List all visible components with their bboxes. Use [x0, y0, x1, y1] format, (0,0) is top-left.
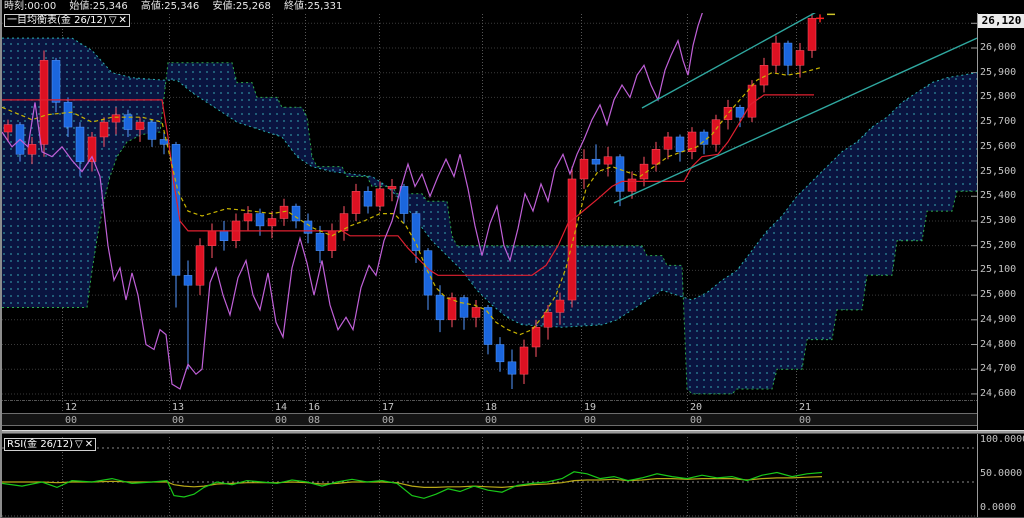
price-axis-label: 25,800: [980, 91, 1017, 103]
price-axis-label: 25,900: [980, 66, 1017, 78]
session-label: 08: [308, 415, 321, 426]
date-label: 14: [275, 402, 288, 413]
price-axis-label: 26,000: [980, 42, 1017, 53]
price-axis-label: 25,600: [980, 140, 1017, 152]
session-label: 00: [485, 415, 498, 426]
candles-layer: [3, 13, 817, 389]
close-value: 終値:25,331: [284, 1, 343, 12]
price-axis-label: 24,800: [980, 338, 1017, 350]
price-axis-label: 25,200: [980, 239, 1017, 251]
date-axis[interactable]: 12 13 14 16 17 18 19 20 21: [2, 400, 977, 413]
close-indicator-icon[interactable]: ✕: [118, 15, 127, 26]
ichimoku-cloud: [2, 37, 977, 395]
price-axis-label: 25,100: [980, 264, 1017, 276]
date-label: 19: [584, 402, 597, 413]
open-value: 始値:25,346: [69, 1, 128, 12]
collapse-indicator-icon[interactable]: ▽: [108, 15, 117, 26]
price-axis-label: 24,700: [980, 363, 1017, 375]
low-value: 安値:25,268: [212, 1, 271, 12]
rsi-chart-svg[interactable]: [2, 437, 977, 518]
high-value: 高値:25,346: [140, 1, 200, 12]
date-label: 21: [799, 402, 812, 413]
rsi-axis-label: 0.0000: [980, 502, 1017, 513]
last-price-marker: [816, 13, 835, 23]
indicator-lines: [2, 5, 821, 390]
date-label: 12: [65, 402, 78, 413]
price-axis-label: 24,600: [980, 387, 1017, 399]
indicator-name: 一目均衡表(金 26/12): [7, 15, 107, 26]
panel-splitter[interactable]: [2, 430, 1024, 434]
date-label: 20: [690, 402, 703, 413]
date-label: 13: [172, 402, 185, 413]
session-label: 00: [275, 415, 288, 426]
date-label: 16: [308, 402, 321, 413]
session-label: 00: [584, 415, 597, 426]
trend-channel[interactable]: [613, 0, 977, 204]
price-axis-label: 24,900: [980, 313, 1017, 325]
session-label: 00: [690, 415, 703, 426]
axis-separator: [977, 0, 978, 517]
current-price-badge: 26,120: [978, 14, 1024, 28]
rsi-close-icon[interactable]: ✕: [84, 439, 94, 450]
price-axis-label: 25,000: [980, 289, 1017, 301]
price-axis-label: 25,700: [980, 116, 1017, 128]
rsi-axis-label: 100.0000: [980, 434, 1024, 445]
price-axis-label: 25,500: [980, 165, 1017, 177]
date-label: 18: [485, 402, 498, 413]
rsi-lines: [2, 471, 823, 499]
time-value: 時刻:00:00: [4, 1, 57, 12]
ohlc-status-bar: 時刻:00:00 始値:25,346 高値:25,346 安値:25,268 終…: [2, 0, 1024, 13]
price-axis[interactable]: 26,000 25,900 25,800 25,700 25,600 25,500 25,4…: [978, 0, 1024, 427]
rsi-grid: [2, 437, 977, 517]
main-chart-svg[interactable]: [2, 0, 977, 413]
rsi-axis-label: 50.0000: [980, 468, 1023, 479]
rsi-axis: 100.0000 50.0000 0.0000: [978, 434, 1024, 517]
price-axis-label: 25,400: [980, 190, 1017, 202]
rsi-collapse-icon[interactable]: ▽: [75, 439, 83, 450]
session-label: 00: [799, 415, 812, 426]
price-axis-label: 25,300: [980, 214, 1017, 226]
ichimoku-indicator-label[interactable]: 一目均衡表(金 26/12) ▽ ✕: [4, 14, 130, 27]
session-label: 00: [382, 415, 395, 426]
session-axis[interactable]: 00 00 00 08 00 00 00 00 00: [2, 413, 977, 426]
session-label: 00: [65, 415, 78, 426]
rsi-name: RSI(金 26/12): [7, 439, 74, 450]
rsi-indicator-label[interactable]: RSI(金 26/12) ▽ ✕: [4, 438, 97, 451]
date-label: 17: [382, 402, 395, 413]
session-label: 00: [172, 415, 185, 426]
